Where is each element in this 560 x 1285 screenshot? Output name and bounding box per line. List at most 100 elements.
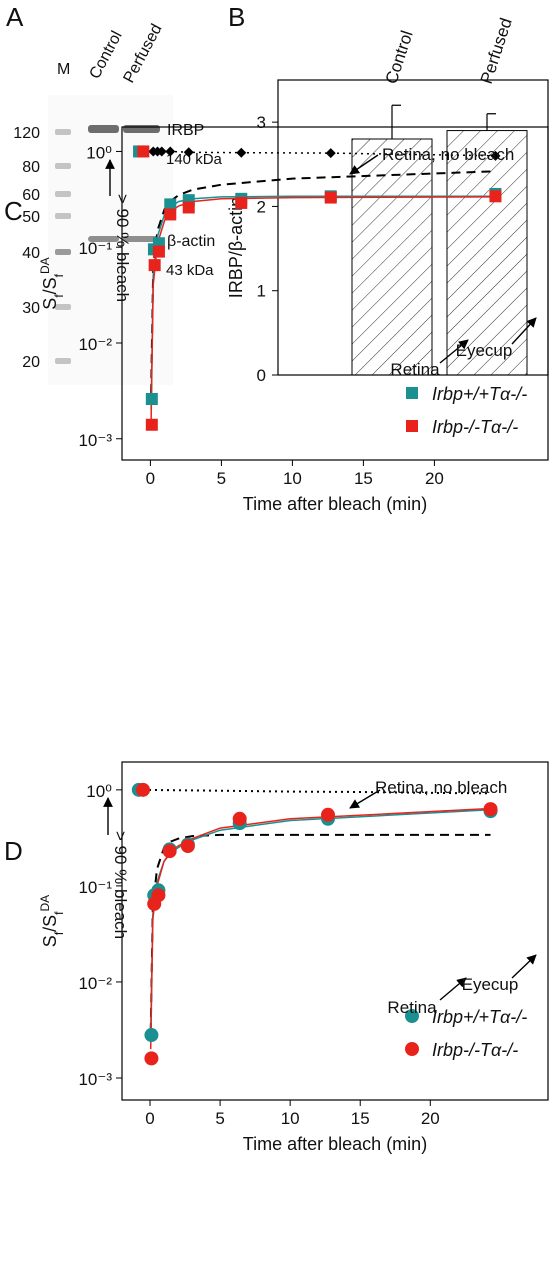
legend-marker bbox=[405, 1042, 419, 1056]
y-tick-label: 10⁻¹ bbox=[78, 878, 112, 897]
annotation: Retina bbox=[387, 998, 437, 1017]
band-name: IRBP bbox=[167, 122, 204, 139]
x-tick-label: 0 bbox=[146, 469, 155, 488]
legend-label: Irbp+/+Tα-/- bbox=[432, 1007, 527, 1027]
y-tick-label: 10⁻¹ bbox=[78, 239, 112, 258]
y-axis-label-part: DA bbox=[38, 257, 52, 274]
data-point bbox=[144, 1051, 159, 1066]
y-axis-label-part: f bbox=[52, 911, 66, 915]
data-point bbox=[182, 201, 195, 214]
band-size: 140 kDa bbox=[166, 151, 223, 168]
annotation: Retina, no bleach bbox=[382, 145, 514, 164]
y-tick-label: 0 bbox=[257, 366, 266, 385]
reference-point bbox=[325, 148, 336, 159]
data-point bbox=[144, 1028, 159, 1043]
data-point bbox=[164, 198, 177, 211]
x-tick-label: 5 bbox=[215, 1109, 224, 1128]
data-point bbox=[164, 208, 177, 221]
legend-marker bbox=[406, 420, 418, 432]
bar bbox=[351, 138, 433, 376]
y-tick-label: 3 bbox=[257, 113, 266, 132]
fit-curve bbox=[149, 833, 491, 1033]
x-tick-label: 15 bbox=[351, 1109, 370, 1128]
data-point bbox=[145, 418, 158, 431]
data-point bbox=[162, 844, 177, 859]
y-tick-label: 10⁰ bbox=[86, 782, 112, 801]
y-axis-label-part: /S bbox=[40, 915, 60, 932]
y-tick-label: 10⁻² bbox=[78, 974, 112, 993]
marker-label: 40 bbox=[22, 245, 40, 262]
y-axis-label-part: S bbox=[40, 935, 60, 947]
plot-frame bbox=[121, 126, 549, 461]
annotation-arrow bbox=[439, 339, 469, 364]
reference-point bbox=[236, 147, 247, 158]
y-axis-label-part: DA bbox=[38, 895, 52, 912]
marker-band bbox=[55, 358, 71, 364]
x-tick-label: 20 bbox=[421, 1109, 440, 1128]
marker-band bbox=[55, 304, 71, 310]
marker-band bbox=[55, 129, 71, 135]
y-tick-label: 10⁻³ bbox=[78, 1070, 112, 1089]
annotation-arrow bbox=[349, 154, 379, 175]
band-size: 43 kDa bbox=[166, 262, 214, 279]
marker-label: 30 bbox=[22, 300, 40, 317]
bar bbox=[446, 130, 528, 376]
x-tick-label: 10 bbox=[283, 469, 302, 488]
annotation-arrow bbox=[439, 977, 467, 1001]
panel-label: D bbox=[4, 836, 23, 866]
data-point bbox=[151, 888, 166, 903]
reference-point bbox=[183, 147, 194, 158]
data-point bbox=[324, 191, 337, 204]
data-point bbox=[235, 196, 248, 209]
data-point bbox=[152, 245, 165, 258]
y-axis-label-part: /S bbox=[40, 277, 60, 294]
y-axis-label: Sf/SfDA bbox=[38, 895, 66, 947]
panel-label: B bbox=[228, 2, 245, 32]
y-tick-label: 1 bbox=[257, 282, 266, 301]
y-axis-label-part: f bbox=[52, 931, 66, 935]
annotation-arrow bbox=[511, 954, 537, 979]
annotation-arrow bbox=[349, 789, 381, 809]
x-tick-label: 0 bbox=[145, 1109, 154, 1128]
marker-label: 50 bbox=[22, 209, 40, 226]
marker-band bbox=[55, 163, 71, 169]
annotation: > 90 % bleach bbox=[111, 831, 130, 939]
reference-point bbox=[490, 150, 501, 161]
fit-curve bbox=[149, 809, 491, 1033]
protein-band bbox=[123, 125, 160, 133]
x-axis-label: Time after bleach (min) bbox=[243, 1134, 427, 1154]
reference-point bbox=[156, 146, 167, 157]
panel-label: C bbox=[4, 196, 23, 226]
marker-label: 20 bbox=[22, 354, 40, 371]
data-point bbox=[148, 259, 161, 272]
fit-curve bbox=[150, 195, 496, 410]
category-label: Control bbox=[382, 28, 417, 86]
panel-label: A bbox=[6, 2, 24, 32]
lane-label: Perfused bbox=[121, 21, 166, 86]
marker-label: 80 bbox=[22, 159, 40, 176]
band-name: β-actin bbox=[167, 233, 215, 250]
protein-band bbox=[88, 236, 119, 242]
x-tick-label: 5 bbox=[217, 469, 226, 488]
protein-band bbox=[88, 125, 119, 133]
annotation: Eyecup bbox=[456, 341, 513, 360]
data-point bbox=[489, 190, 502, 203]
y-tick-label: 2 bbox=[257, 197, 266, 216]
marker-band bbox=[55, 249, 71, 255]
reference-point bbox=[165, 146, 176, 157]
data-point bbox=[232, 811, 247, 826]
legend-marker bbox=[406, 387, 418, 399]
data-point bbox=[483, 802, 498, 817]
annotation: Eyecup bbox=[462, 975, 519, 994]
annotation: Retina bbox=[390, 360, 440, 379]
data-point bbox=[137, 145, 150, 158]
plot-frame bbox=[121, 761, 549, 1101]
legend-label: Irbp-/-Tα-/- bbox=[432, 1040, 518, 1060]
data-point bbox=[320, 807, 335, 822]
marker-label: 60 bbox=[22, 187, 40, 204]
annotation-arrow bbox=[511, 317, 537, 345]
y-tick-label: 10⁻² bbox=[78, 335, 112, 354]
x-tick-label: 15 bbox=[354, 469, 373, 488]
protein-band bbox=[123, 236, 160, 242]
data-point bbox=[180, 839, 195, 854]
